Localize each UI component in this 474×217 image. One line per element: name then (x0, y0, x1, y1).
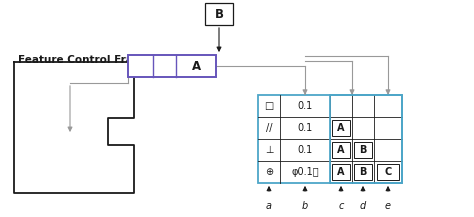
Text: d: d (360, 201, 366, 211)
Text: B: B (359, 145, 367, 155)
Bar (354, 142, 372, 158)
Text: ⊥: ⊥ (265, 145, 273, 155)
Bar (332, 120, 350, 136)
Bar (205, 3, 233, 25)
Text: A: A (337, 167, 345, 177)
Text: φ0.1Ⓜ: φ0.1Ⓜ (291, 167, 319, 177)
Text: a: a (266, 201, 272, 211)
Text: ⊕: ⊕ (265, 167, 273, 177)
Text: 0.1: 0.1 (297, 123, 313, 133)
Text: C: C (384, 167, 392, 177)
Text: b: b (302, 201, 308, 211)
Text: A: A (337, 123, 345, 133)
Text: e: e (385, 201, 391, 211)
Text: 0.1: 0.1 (297, 101, 313, 111)
Bar (376, 164, 400, 180)
Text: B: B (359, 167, 367, 177)
Bar (332, 164, 350, 180)
Text: 0.1: 0.1 (297, 145, 313, 155)
Bar (330, 95, 402, 183)
Bar (354, 164, 372, 180)
Text: □: □ (264, 101, 273, 111)
Text: //: // (266, 123, 272, 133)
Text: c: c (338, 201, 344, 211)
Text: A: A (337, 145, 345, 155)
Bar (332, 142, 350, 158)
Text: Feature Control Frame: Feature Control Frame (18, 55, 151, 65)
Text: A: A (191, 59, 201, 72)
Bar (258, 95, 402, 183)
Bar (128, 55, 216, 77)
Text: B: B (215, 8, 224, 20)
